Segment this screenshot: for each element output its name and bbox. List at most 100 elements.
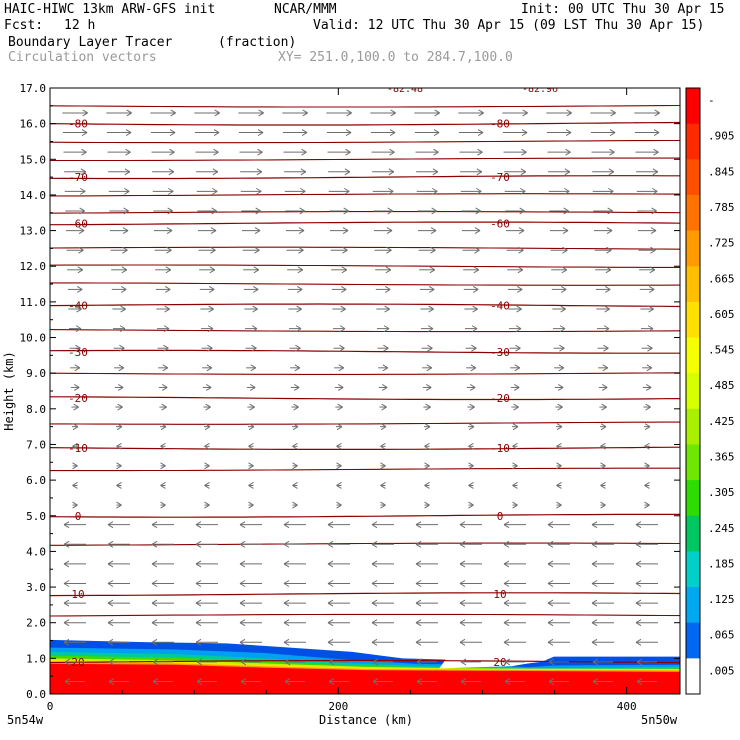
vector-arrowhead (652, 187, 658, 195)
vector-arrowhead (108, 658, 115, 666)
vector-arrowhead (520, 168, 527, 176)
vector-arrowhead (116, 482, 122, 489)
vector-arrowhead (371, 599, 378, 607)
vector-arrowhead (339, 325, 346, 333)
vector-arrowhead (299, 207, 305, 215)
colorbar-swatch (686, 373, 700, 410)
vector-arrowhead (547, 638, 554, 646)
vector-arrowhead (607, 207, 613, 215)
temperature-contour (50, 592, 680, 597)
vector-arrowhead (124, 168, 131, 176)
vector-arrowhead (207, 344, 213, 352)
vector-arrowhead (63, 619, 70, 627)
vector-arrowhead (433, 129, 440, 136)
vector-arrowhead (160, 501, 166, 509)
vector-arrowhead (556, 501, 562, 509)
vector-arrowhead (475, 207, 481, 215)
vector-arrowhead (120, 305, 126, 313)
top-contour-label: -82.48 (387, 84, 423, 95)
vector-arrowhead (151, 540, 158, 548)
temperature-contour (50, 349, 680, 354)
vector-arrowhead (459, 560, 466, 568)
vector-arrowhead (209, 266, 216, 274)
colorbar-label: .545 (708, 344, 735, 357)
colorbar-label: - (708, 94, 715, 107)
y-tick-label: 6.0 (26, 474, 46, 487)
vector-arrowhead (210, 227, 217, 235)
colorbar-swatch (686, 658, 700, 695)
vector-arrowhead (107, 521, 114, 529)
vector-arrowhead (516, 285, 523, 293)
colorbar-swatch (686, 587, 700, 624)
vector-arrowhead (298, 246, 304, 254)
vector-arrowhead (606, 246, 612, 254)
vector-arrowhead (72, 482, 78, 489)
vector-arrowhead (384, 285, 391, 293)
vector-arrowhead (591, 540, 598, 548)
vector-arrowhead (73, 403, 79, 411)
x-end-label-left: 5n54w (7, 713, 44, 727)
vector-arrowhead (249, 403, 255, 411)
vector-arrowhead (119, 344, 125, 352)
vector-arrowhead (300, 187, 306, 195)
vector-arrowhead (292, 501, 298, 509)
vector-arrowhead (428, 305, 434, 313)
vector-arrowhead (504, 658, 511, 666)
valid-time: Valid: 12 UTC Thu 30 Apr 15 (09 LST Thu … (313, 18, 705, 33)
vector-arrowhead (248, 501, 254, 509)
temperature-contour (50, 467, 680, 472)
vector-arrowhead (296, 305, 302, 313)
vector-arrowhead (476, 168, 483, 176)
x-end-label-right: 5n50w (641, 713, 678, 727)
vector-arrowhead (473, 266, 480, 274)
vector-arrowhead (297, 266, 304, 274)
vector-arrowhead (522, 109, 528, 117)
vector-arrowhead (415, 540, 422, 548)
vector-arrowhead (151, 560, 158, 568)
vector-arrowhead (75, 325, 82, 333)
top-contour-label: -82.96 (522, 84, 558, 95)
vector-arrowhead (76, 305, 82, 313)
colorbar-swatch (686, 622, 700, 659)
vector-arrowhead (513, 403, 519, 411)
y-tick-label: 4.0 (26, 545, 46, 558)
vector-arrowhead (649, 266, 656, 274)
vector-arrowhead (336, 482, 342, 489)
vector-arrowhead (125, 148, 131, 156)
colorbar-swatch (686, 230, 700, 267)
vector-arrowhead (371, 560, 378, 568)
vector-arrowhead (652, 168, 659, 176)
vector-arrowhead (424, 462, 430, 470)
vector-arrowhead (602, 364, 609, 372)
vector-arrowhead (650, 227, 657, 235)
vector-arrowhead (292, 423, 299, 431)
vector-arrowhead (256, 168, 263, 176)
vector-arrowhead (556, 482, 562, 489)
vector-arrowhead (636, 678, 643, 685)
temperature-contour (50, 329, 680, 333)
temperature-contour-label: -30 (490, 346, 510, 359)
vector-arrowhead (601, 403, 607, 411)
vector-arrowhead (645, 403, 651, 411)
vector-arrowhead (380, 501, 386, 509)
vector-arrowhead (426, 364, 433, 372)
vector-arrowhead (512, 462, 518, 470)
vector-arrowhead (470, 364, 477, 372)
vector-arrowhead (605, 266, 612, 274)
vector-arrowhead (372, 658, 379, 666)
vector-arrowhead (80, 187, 86, 195)
vector-arrowhead (604, 285, 611, 293)
vector-arrowhead (210, 246, 216, 254)
temperature-contour-label: -40 (490, 299, 510, 312)
colorbar-label: .425 (708, 415, 735, 428)
vector-arrowhead (471, 325, 478, 333)
vector-arrowhead (415, 638, 422, 646)
temperature-contour-label: -80 (490, 118, 510, 131)
vector-arrowhead (562, 246, 568, 254)
vector-arrowhead (283, 619, 290, 627)
vector-arrowhead (239, 580, 246, 587)
temperature-contour (50, 303, 680, 308)
vector-arrowhead (565, 148, 571, 156)
vector-arrowhead (430, 227, 437, 235)
temperature-contour (50, 221, 680, 226)
